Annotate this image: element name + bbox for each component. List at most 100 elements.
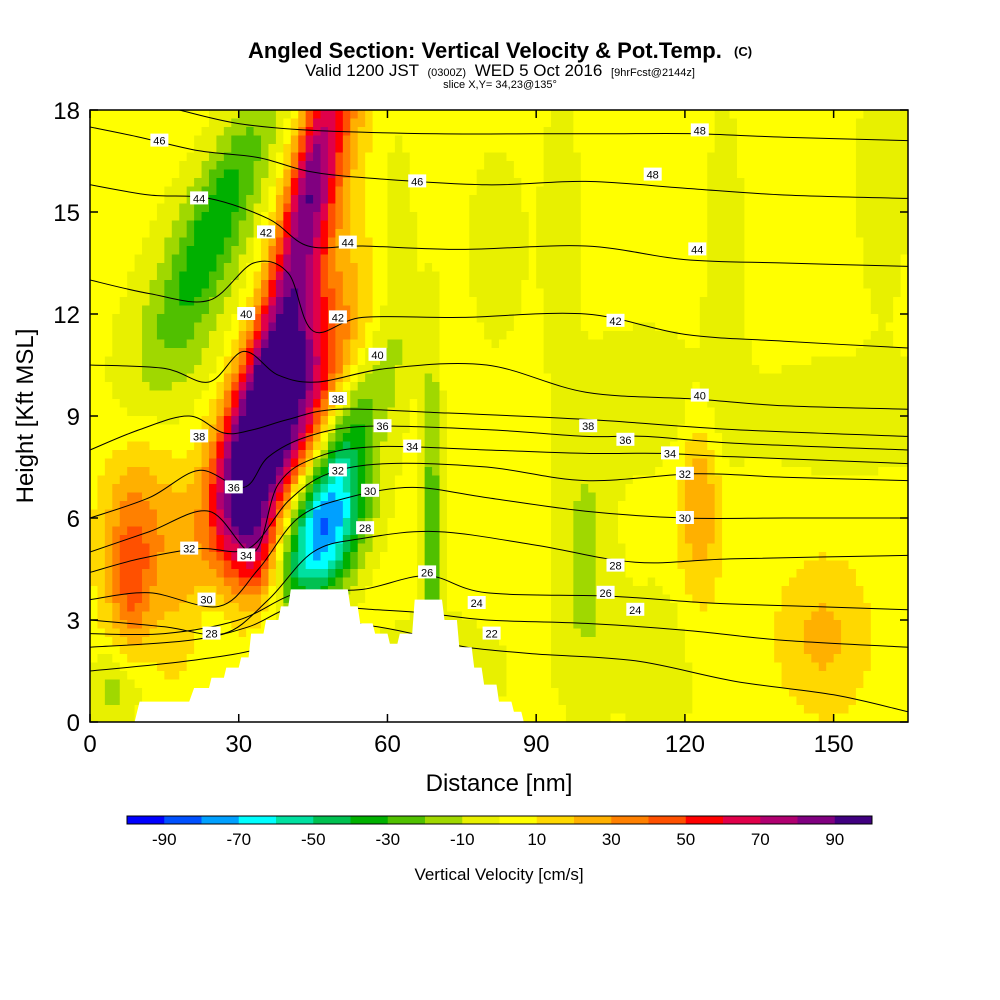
heatmap-cell xyxy=(565,322,574,332)
heatmap-cell xyxy=(298,297,307,307)
heatmap-cell xyxy=(186,169,195,179)
heatmap-cell xyxy=(201,110,210,120)
heatmap-cell xyxy=(499,424,508,434)
heatmap-cell xyxy=(275,186,284,196)
heatmap-cell xyxy=(647,407,656,417)
heatmap-cell xyxy=(536,441,545,451)
heatmap-cell xyxy=(261,365,270,375)
heatmap-cell xyxy=(625,271,634,281)
heatmap-cell xyxy=(186,348,195,358)
heatmap-cell xyxy=(729,416,738,426)
heatmap-cell xyxy=(670,407,679,417)
heatmap-cell xyxy=(565,399,574,409)
heatmap-cell xyxy=(595,441,604,451)
heatmap-cell xyxy=(231,305,240,315)
heatmap-cell xyxy=(335,339,344,349)
heatmap-cell xyxy=(885,229,894,239)
heatmap-cell xyxy=(632,118,641,128)
heatmap-cell xyxy=(811,365,820,375)
heatmap-cell xyxy=(536,475,545,485)
heatmap-cell xyxy=(476,135,485,145)
heatmap-cell xyxy=(171,161,180,171)
heatmap-cell xyxy=(811,322,820,332)
heatmap-cell xyxy=(171,135,180,145)
heatmap-cell xyxy=(789,297,798,307)
heatmap-cell xyxy=(536,314,545,324)
heatmap-cell xyxy=(714,339,723,349)
heatmap-cell xyxy=(833,110,842,120)
heatmap-cell xyxy=(551,390,560,400)
heatmap-cell xyxy=(588,288,597,298)
heatmap-cell xyxy=(476,118,485,128)
heatmap-cell xyxy=(699,237,708,247)
heatmap-cell xyxy=(261,305,270,315)
heatmap-cell xyxy=(409,382,418,392)
heatmap-cell xyxy=(885,424,894,434)
heatmap-cell xyxy=(409,365,418,375)
heatmap-cell xyxy=(439,161,448,171)
heatmap-cell xyxy=(365,280,374,290)
heatmap-cell xyxy=(261,399,270,409)
heatmap-cell xyxy=(736,441,745,451)
heatmap-cell xyxy=(714,407,723,417)
heatmap-cell xyxy=(313,271,322,281)
heatmap-cell xyxy=(625,373,634,383)
heatmap-cell xyxy=(588,280,597,290)
heatmap-cell xyxy=(491,144,500,154)
heatmap-cell xyxy=(149,390,158,400)
heatmap-cell xyxy=(692,161,701,171)
heatmap-cell xyxy=(298,127,307,137)
heatmap-cell xyxy=(283,229,292,239)
heatmap-cell xyxy=(194,271,203,281)
heatmap-cell xyxy=(342,458,351,468)
heatmap-cell xyxy=(208,399,218,409)
heatmap-cell xyxy=(231,263,240,273)
heatmap-cell xyxy=(283,271,292,281)
heatmap-cell xyxy=(298,254,307,264)
heatmap-cell xyxy=(402,229,411,239)
heatmap-cell xyxy=(841,365,850,375)
heatmap-cell xyxy=(603,407,612,417)
heatmap-cell xyxy=(774,467,783,477)
heatmap-cell xyxy=(848,220,857,230)
heatmap-cell xyxy=(588,254,597,264)
heatmap-cell xyxy=(409,280,418,290)
heatmap-cell xyxy=(744,305,753,315)
heatmap-cell xyxy=(521,450,530,460)
heatmap-cell xyxy=(372,280,381,290)
heatmap-cell xyxy=(580,450,589,460)
heatmap-cell xyxy=(841,263,850,273)
heatmap-cell xyxy=(394,348,403,358)
heatmap-cell xyxy=(149,297,158,307)
heatmap-cell xyxy=(97,118,106,128)
heatmap-cell xyxy=(499,246,508,256)
heatmap-cell xyxy=(97,373,106,383)
heatmap-cell xyxy=(432,424,441,434)
heatmap-cell xyxy=(766,110,775,120)
heatmap-cell xyxy=(603,297,612,307)
heatmap-cell xyxy=(506,263,515,273)
heatmap-cell xyxy=(766,212,775,222)
heatmap-cell xyxy=(372,475,381,485)
heatmap-cell xyxy=(789,475,798,485)
heatmap-cell xyxy=(878,271,887,281)
heatmap-cell xyxy=(521,161,530,171)
heatmap-cell xyxy=(320,492,329,502)
heatmap-cell xyxy=(893,195,902,205)
heatmap-cell xyxy=(573,203,582,213)
heatmap-cell xyxy=(692,195,701,205)
heatmap-cell xyxy=(811,186,820,196)
heatmap-cell xyxy=(469,212,478,222)
heatmap-cell xyxy=(499,399,508,409)
heatmap-cell xyxy=(179,331,188,341)
heatmap-cell xyxy=(506,212,515,222)
heatmap-cell xyxy=(327,433,336,443)
heatmap-cell xyxy=(848,178,857,188)
heatmap-cell xyxy=(818,390,827,400)
heatmap-cell xyxy=(476,297,485,307)
heatmap-cell xyxy=(164,322,173,332)
heatmap-cell xyxy=(692,441,701,451)
heatmap-cell xyxy=(417,263,426,273)
heatmap-cell xyxy=(855,229,864,239)
heatmap-cell xyxy=(194,322,203,332)
